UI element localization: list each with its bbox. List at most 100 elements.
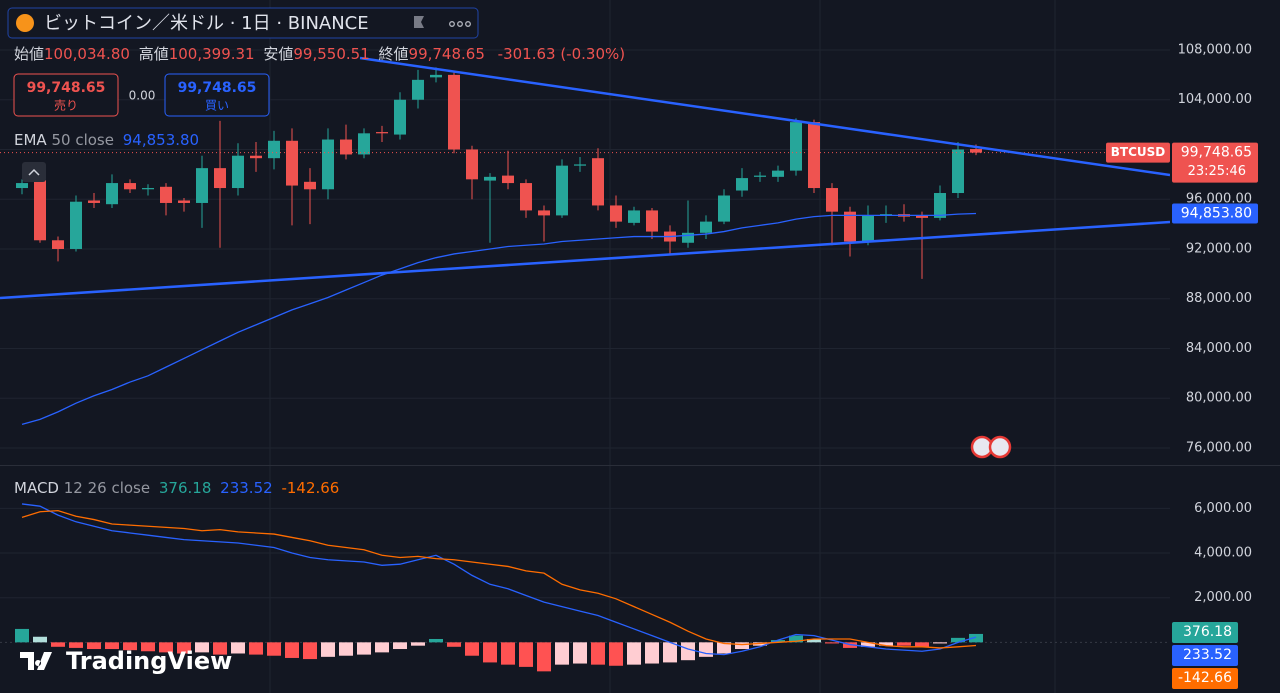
macd-line — [21, 503, 977, 656]
low-label: 安値 — [263, 45, 293, 63]
logo: TradingView — [20, 647, 232, 675]
ema-tag-text: 94,853.80 — [1181, 205, 1252, 221]
histogram-bar — [735, 642, 749, 650]
upper-trendline[interactable] — [359, 56, 1170, 177]
histogram-bar — [15, 628, 29, 643]
candle-body — [682, 232, 694, 243]
histogram-bar — [825, 642, 839, 644]
macd-params: 12 26 close — [64, 479, 150, 497]
candle-body — [862, 215, 874, 242]
high-label: 高値 — [139, 45, 169, 63]
candle-body — [142, 188, 154, 190]
candle-body — [916, 215, 928, 218]
bitcoin-icon — [16, 14, 34, 32]
candle-body — [844, 211, 856, 242]
histogram-bar — [249, 642, 263, 655]
candle-body — [70, 201, 82, 249]
ema-params: 50 close — [51, 131, 114, 149]
histogram-bar — [699, 642, 713, 657]
candle-body — [214, 168, 226, 189]
candle-body — [16, 183, 28, 189]
collapse-button[interactable] — [22, 162, 46, 182]
histogram-bar — [537, 642, 551, 672]
histogram-bar — [321, 642, 335, 657]
lower-trendline[interactable] — [0, 220, 1170, 300]
candle-body — [826, 188, 838, 212]
histogram-bar — [645, 642, 659, 664]
vertical-grid — [269, 0, 1056, 693]
event-flags[interactable] — [970, 435, 1012, 459]
histogram-bar — [447, 642, 461, 647]
histogram-bar — [177, 642, 191, 654]
close-label: 終値 — [379, 45, 409, 63]
y-tick-label: 96,000.00 — [1186, 192, 1252, 207]
candle-body — [628, 210, 640, 223]
change-value: -301.63 (-0.30%) — [498, 45, 625, 63]
y-tick-label: 88,000.00 — [1186, 291, 1252, 306]
collapse-icon — [28, 168, 40, 176]
histogram-bar — [483, 642, 497, 663]
candle-body — [646, 210, 658, 232]
candle-body — [286, 140, 298, 186]
histogram-bar — [141, 642, 155, 652]
histogram-bar — [267, 642, 281, 656]
candle-body — [556, 165, 568, 216]
symbol-tag — [1106, 142, 1170, 163]
candle-body — [178, 200, 190, 203]
sell-button[interactable] — [13, 73, 119, 117]
ema-name: EMA — [14, 131, 47, 149]
histogram-bar — [465, 642, 479, 656]
symbol-box[interactable] — [7, 7, 479, 39]
indicator-tag-text: 376.18 — [1183, 624, 1232, 640]
histogram-bar — [519, 642, 533, 667]
candle-body — [52, 240, 64, 249]
candle-body — [610, 205, 622, 222]
candle-body — [376, 132, 388, 134]
symbol-title: ビットコイン／米ドル · 1日 · BINANCE — [44, 13, 369, 34]
histogram-bar — [123, 642, 137, 651]
y-tick-label: 80,000.00 — [1186, 391, 1252, 406]
macd-name: MACD — [14, 479, 59, 497]
histogram-bar — [393, 642, 407, 650]
spread: 0.00 — [129, 89, 156, 103]
histogram-bar — [681, 642, 695, 661]
candle-body — [754, 175, 766, 177]
histogram-bar — [429, 638, 443, 643]
candle-body — [106, 183, 118, 205]
signal-line — [21, 509, 977, 649]
y-tick-label: 4,000.00 — [1194, 546, 1252, 561]
candle-body — [718, 195, 730, 222]
sell-price: 99,748.65 — [27, 80, 106, 96]
y-tick-label: 104,000.00 — [1178, 92, 1252, 107]
histogram-bar — [501, 642, 515, 665]
histogram-bar — [51, 642, 65, 647]
buy-button[interactable] — [164, 73, 270, 117]
event-flag[interactable] — [988, 435, 1012, 459]
histogram-bar — [213, 642, 227, 655]
candle-body — [304, 181, 316, 190]
countdown: 23:25:46 — [1188, 164, 1246, 179]
more-icon[interactable] — [449, 21, 471, 27]
histogram-bar — [969, 633, 983, 643]
low-value: 99,550.51 — [293, 45, 369, 63]
histogram-bar — [879, 642, 893, 646]
candle-body — [808, 122, 820, 189]
histogram-bar — [375, 642, 389, 653]
indicator-tag-text: -142.66 — [1178, 670, 1232, 686]
indicator-tag-text: 233.52 — [1183, 647, 1232, 663]
histogram-bar — [591, 642, 605, 665]
histogram-bar — [231, 642, 245, 654]
candle-body — [34, 179, 46, 241]
y-tick-label: 108,000.00 — [1178, 42, 1252, 57]
y-tick-label: 2,000.00 — [1194, 590, 1252, 605]
flag-icon[interactable] — [414, 16, 424, 28]
open-label: 始値 — [14, 45, 44, 63]
candle-body — [484, 176, 496, 181]
ema-line — [21, 212, 977, 425]
candle-body — [772, 170, 784, 177]
symbol-tag-text: BTCUSD — [1111, 145, 1166, 159]
histogram-bar — [807, 638, 821, 643]
buy-label: 買い — [205, 99, 229, 113]
candle-body — [232, 155, 244, 189]
